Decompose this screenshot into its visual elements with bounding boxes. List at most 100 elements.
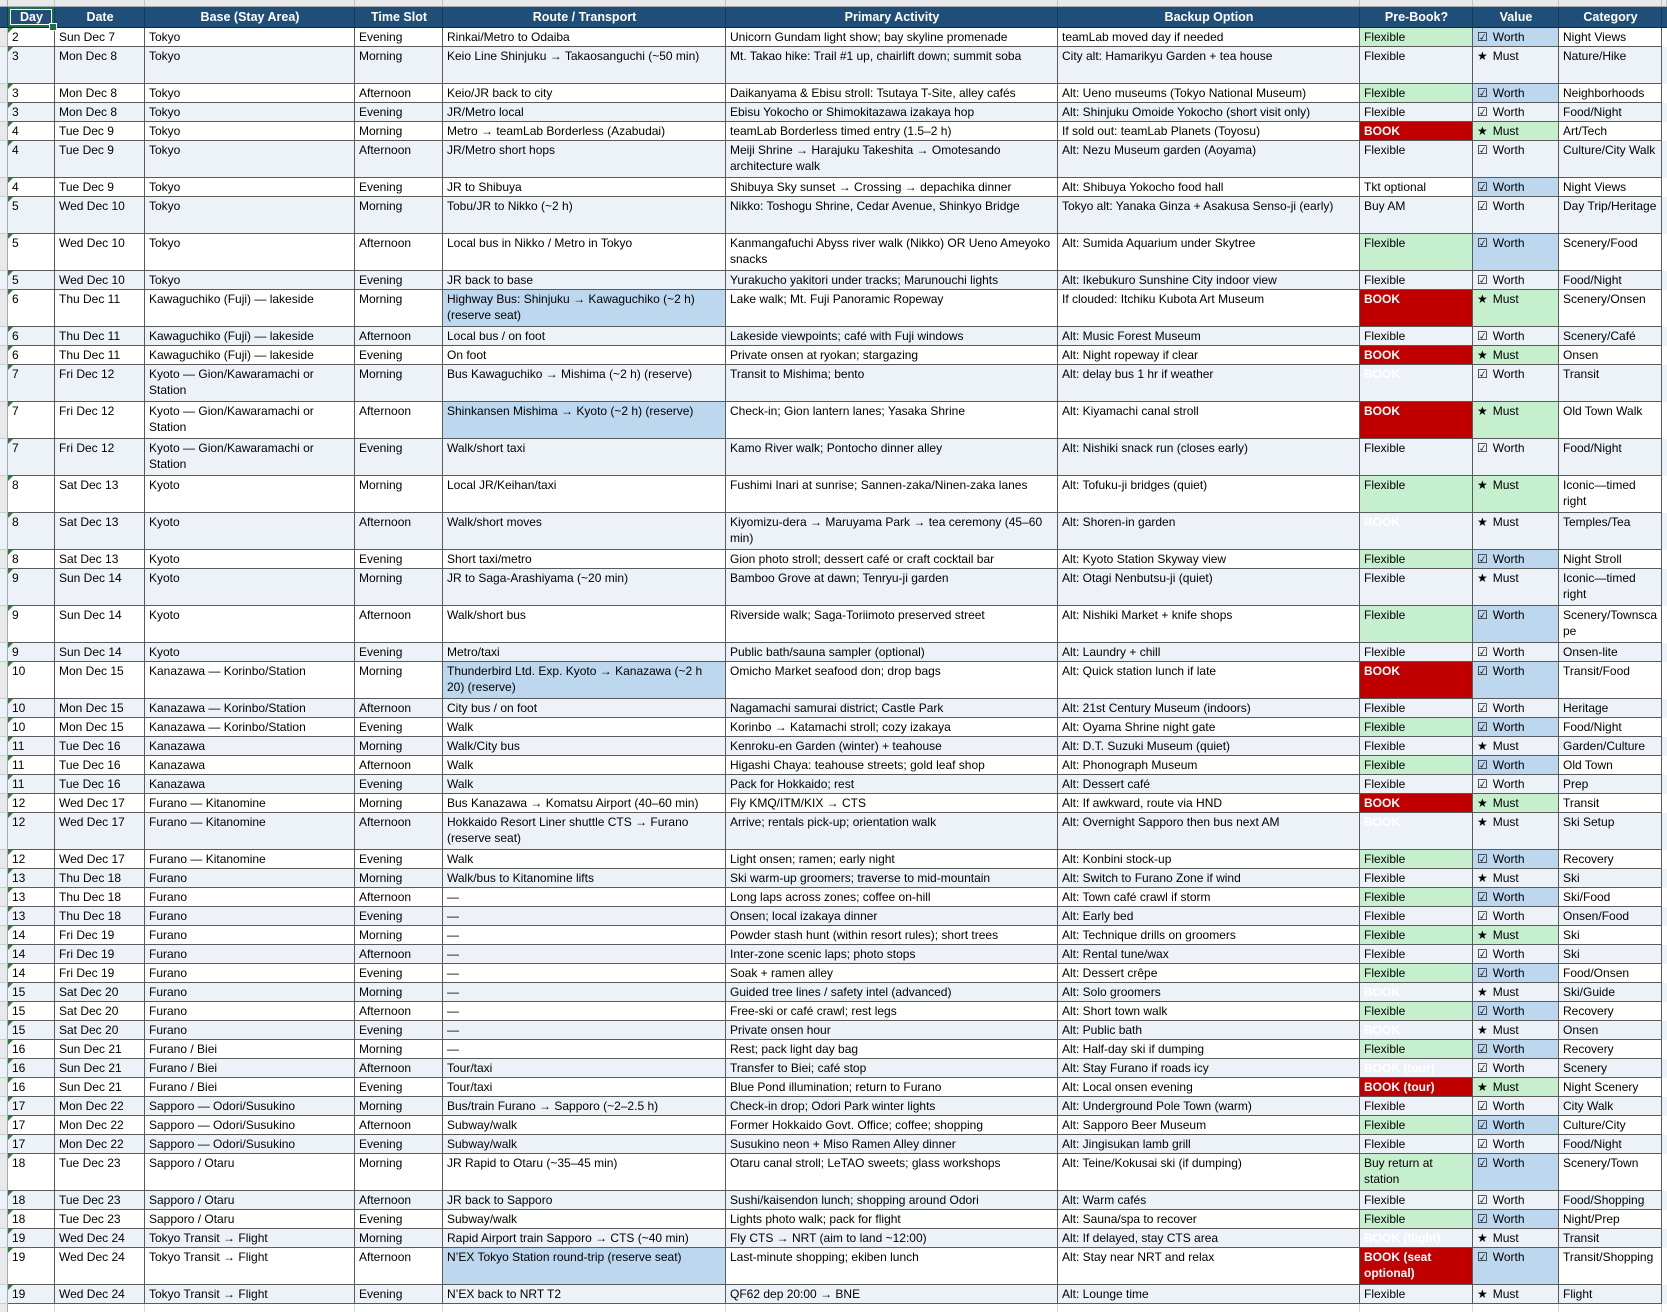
cell-category[interactable]: Heritage: [1559, 699, 1662, 718]
cell-date[interactable]: Mon Dec 8: [55, 47, 145, 84]
cell-base[interactable]: Kanazawa: [145, 737, 355, 756]
cell-date[interactable]: Thu Dec 11: [55, 290, 145, 327]
cell-activity[interactable]: Powder stash hunt (within resort rules);…: [726, 926, 1058, 945]
cell-slot[interactable]: Morning: [355, 926, 443, 945]
cell-backup[interactable]: Alt: Public bath: [1058, 1021, 1360, 1040]
cell-date[interactable]: Thu Dec 11: [55, 346, 145, 365]
cell-slot[interactable]: Evening: [355, 550, 443, 569]
cell-slot[interactable]: Afternoon: [355, 945, 443, 964]
cell-route[interactable]: Walk/short bus: [443, 606, 726, 643]
cell-day[interactable]: 3: [8, 84, 55, 103]
empty-cell[interactable]: [726, 1304, 1058, 1312]
cell-category[interactable]: Iconic—timed right: [1559, 569, 1662, 606]
cell-backup[interactable]: Alt: Half-day ski if dumping: [1058, 1040, 1360, 1059]
cell-base[interactable]: Kyoto: [145, 569, 355, 606]
cell-value[interactable]: ★ Must: [1473, 1229, 1559, 1248]
cell-route[interactable]: Walk/City bus: [443, 737, 726, 756]
cell-category[interactable]: Nature/Hike: [1559, 47, 1662, 84]
cell-backup[interactable]: Alt: Quick station lunch if late: [1058, 662, 1360, 699]
cell-slot[interactable]: Afternoon: [355, 756, 443, 775]
cell-slot[interactable]: Morning: [355, 1229, 443, 1248]
cell-category[interactable]: Ski Setup: [1559, 813, 1662, 850]
cell-value[interactable]: ☑ Worth: [1473, 365, 1559, 402]
cell-slot[interactable]: Evening: [355, 964, 443, 983]
cell-base[interactable]: Kawaguchiko (Fuji) — lakeside: [145, 346, 355, 365]
cell-backup[interactable]: Alt: Short town walk: [1058, 1002, 1360, 1021]
cell-prebook[interactable]: Buy AM: [1360, 197, 1473, 234]
cell-day[interactable]: 4: [8, 122, 55, 141]
cell-route[interactable]: Rinkai/Metro to Odaiba: [443, 28, 726, 47]
cell-value[interactable]: ☑ Worth: [1473, 327, 1559, 346]
cell-value[interactable]: ☑ Worth: [1473, 1154, 1559, 1191]
cell-day[interactable]: 7: [8, 402, 55, 439]
cell-slot[interactable]: Morning: [355, 197, 443, 234]
cell-slot[interactable]: Afternoon: [355, 1002, 443, 1021]
cell-category[interactable]: Food/Night: [1559, 271, 1662, 290]
cell-backup[interactable]: Alt: Switch to Furano Zone if wind: [1058, 869, 1360, 888]
cell-day[interactable]: 14: [8, 945, 55, 964]
cell-prebook[interactable]: Flexible: [1360, 1210, 1473, 1229]
cell-category[interactable]: Day Trip/Heritage: [1559, 197, 1662, 234]
cell-date[interactable]: Mon Dec 22: [55, 1116, 145, 1135]
cell-backup[interactable]: Alt: Nishiki snack run (closes early): [1058, 439, 1360, 476]
cell-date[interactable]: Wed Dec 24: [55, 1285, 145, 1304]
cell-route[interactable]: JR to Shibuya: [443, 178, 726, 197]
cell-value[interactable]: ☑ Worth: [1473, 178, 1559, 197]
cell-activity[interactable]: Sushi/kaisendon lunch; shopping around O…: [726, 1191, 1058, 1210]
cell-backup[interactable]: If sold out: teamLab Planets (Toyosu): [1058, 122, 1360, 141]
cell-value[interactable]: ★ Must: [1473, 983, 1559, 1002]
cell-day[interactable]: 5: [8, 197, 55, 234]
cell-backup[interactable]: Alt: Nezu Museum garden (Aoyama): [1058, 141, 1360, 178]
cell-slot[interactable]: Morning: [355, 569, 443, 606]
cell-day[interactable]: 5: [8, 234, 55, 271]
cell-backup[interactable]: Alt: Dessert crêpe: [1058, 964, 1360, 983]
cell-route[interactable]: Walk: [443, 718, 726, 737]
cell-base[interactable]: Kyoto: [145, 643, 355, 662]
cell-route[interactable]: Local bus in Nikko / Metro in Tokyo: [443, 234, 726, 271]
cell-category[interactable]: Recovery: [1559, 1002, 1662, 1021]
cell-base[interactable]: Furano: [145, 888, 355, 907]
cell-prebook[interactable]: Flexible: [1360, 1097, 1473, 1116]
cell-base[interactable]: Furano / Biei: [145, 1059, 355, 1078]
cell-activity[interactable]: Free-ski or café crawl; rest legs: [726, 1002, 1058, 1021]
cell-value[interactable]: ☑ Worth: [1473, 964, 1559, 983]
cell-prebook[interactable]: Flexible: [1360, 850, 1473, 869]
cell-base[interactable]: Furano: [145, 926, 355, 945]
cell-prebook[interactable]: Flexible: [1360, 1002, 1473, 1021]
cell-route[interactable]: Tour/taxi: [443, 1078, 726, 1097]
cell-base[interactable]: Sapporo / Otaru: [145, 1154, 355, 1191]
cell-slot[interactable]: Evening: [355, 103, 443, 122]
cell-backup[interactable]: Alt: Teine/Kokusai ski (if dumping): [1058, 1154, 1360, 1191]
cell-base[interactable]: Tokyo: [145, 47, 355, 84]
cell-backup[interactable]: Alt: Kiyamachi canal stroll: [1058, 402, 1360, 439]
cell-base[interactable]: Kyoto — Gion/Kawaramachi or Station: [145, 439, 355, 476]
cell-slot[interactable]: Morning: [355, 983, 443, 1002]
cell-prebook[interactable]: BOOK: [1360, 813, 1473, 850]
cell-category[interactable]: Art/Tech: [1559, 122, 1662, 141]
cell-date[interactable]: Fri Dec 19: [55, 945, 145, 964]
cell-base[interactable]: Tokyo: [145, 84, 355, 103]
cell-activity[interactable]: Kamo River walk; Pontocho dinner alley: [726, 439, 1058, 476]
empty-cell[interactable]: [355, 1304, 443, 1312]
empty-cell[interactable]: [1360, 1304, 1473, 1312]
cell-backup[interactable]: Alt: 21st Century Museum (indoors): [1058, 699, 1360, 718]
cell-backup[interactable]: Alt: Nishiki Market + knife shops: [1058, 606, 1360, 643]
col-header-date[interactable]: Date: [55, 7, 145, 28]
cell-day[interactable]: 8: [8, 550, 55, 569]
cell-activity[interactable]: Omicho Market seafood don; drop bags: [726, 662, 1058, 699]
cell-base[interactable]: Tokyo: [145, 103, 355, 122]
cell-slot[interactable]: Evening: [355, 1021, 443, 1040]
cell-slot[interactable]: Morning: [355, 1097, 443, 1116]
cell-category[interactable]: Scenery/Onsen: [1559, 290, 1662, 327]
cell-backup[interactable]: Alt: Ueno museums (Tokyo National Museum…: [1058, 84, 1360, 103]
cell-value[interactable]: ★ Must: [1473, 346, 1559, 365]
cell-day[interactable]: 7: [8, 365, 55, 402]
cell-activity[interactable]: Transfer to Biei; café stop: [726, 1059, 1058, 1078]
cell-activity[interactable]: Meiji Shrine → Harajuku Takeshita → Omot…: [726, 141, 1058, 178]
cell-category[interactable]: Food/Night: [1559, 1135, 1662, 1154]
cell-base[interactable]: Kyoto — Gion/Kawaramachi or Station: [145, 402, 355, 439]
cell-prebook[interactable]: Flexible: [1360, 28, 1473, 47]
cell-prebook[interactable]: BOOK (tour): [1360, 1078, 1473, 1097]
cell-base[interactable]: Kyoto: [145, 606, 355, 643]
col-header-primary-activity[interactable]: Primary Activity: [726, 7, 1058, 28]
